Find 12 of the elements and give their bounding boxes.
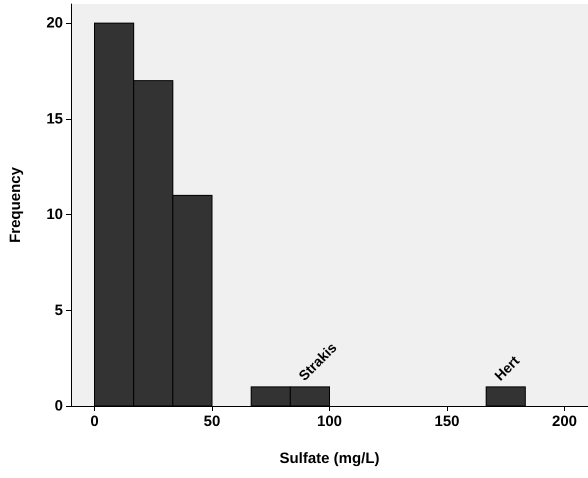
- x-tick-label: 50: [204, 413, 220, 430]
- y-tick-label: 15: [46, 110, 63, 128]
- y-tick-label: 20: [46, 14, 63, 32]
- x-tick-label: 200: [552, 413, 578, 430]
- y-tick-label: 10: [46, 206, 63, 224]
- y-tick-label: 5: [54, 302, 63, 319]
- y-tick-label: 0: [54, 398, 63, 414]
- x-tick-label: 100: [316, 413, 342, 430]
- y-axis-title: Frequency: [7, 166, 24, 243]
- x-axis-title: Sulfate (mg/L): [280, 450, 380, 467]
- x-tick-label: 0: [90, 413, 99, 430]
- x-tick-label: 150: [434, 413, 460, 430]
